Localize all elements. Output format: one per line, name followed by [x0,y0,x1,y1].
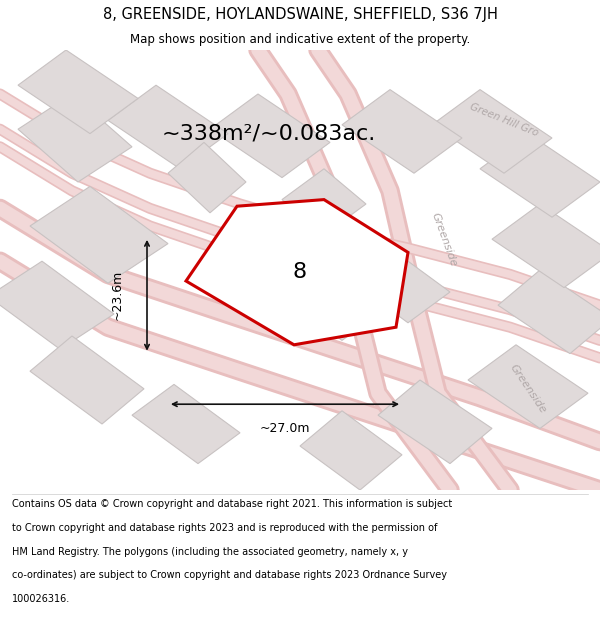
Polygon shape [360,257,450,322]
Polygon shape [480,134,600,218]
Polygon shape [378,380,492,464]
Polygon shape [168,142,246,212]
Polygon shape [186,199,408,345]
Polygon shape [492,204,600,288]
Polygon shape [282,169,366,235]
Polygon shape [342,89,462,173]
Text: ~23.6m: ~23.6m [110,270,124,321]
Text: co-ordinates) are subject to Crown copyright and database rights 2023 Ordnance S: co-ordinates) are subject to Crown copyr… [12,571,447,581]
Text: HM Land Registry. The polygons (including the associated geometry, namely x, y: HM Land Registry. The polygons (includin… [12,547,408,557]
Text: ~27.0m: ~27.0m [260,422,310,435]
Text: 100026316.: 100026316. [12,594,70,604]
Polygon shape [300,411,402,490]
Polygon shape [108,85,228,169]
Polygon shape [210,94,330,178]
Polygon shape [294,274,384,341]
Polygon shape [498,270,600,354]
Text: ~338m²/~0.083ac.: ~338m²/~0.083ac. [162,124,376,144]
Polygon shape [132,384,240,464]
Text: 8: 8 [293,262,307,282]
Text: Greenside: Greenside [430,211,458,268]
Text: Contains OS data © Crown copyright and database right 2021. This information is : Contains OS data © Crown copyright and d… [12,499,452,509]
Polygon shape [18,50,138,134]
Text: Map shows position and indicative extent of the property.: Map shows position and indicative extent… [130,32,470,46]
Polygon shape [432,89,552,173]
Text: 8, GREENSIDE, HOYLANDSWAINE, SHEFFIELD, S36 7JH: 8, GREENSIDE, HOYLANDSWAINE, SHEFFIELD, … [103,6,497,21]
Polygon shape [30,186,168,283]
Text: Greenside: Greenside [508,362,548,415]
Text: Green Hill Gro: Green Hill Gro [468,102,540,139]
Text: to Crown copyright and database rights 2023 and is reproduced with the permissio: to Crown copyright and database rights 2… [12,523,437,533]
Polygon shape [30,336,144,424]
Polygon shape [18,94,132,182]
Polygon shape [0,261,114,349]
Polygon shape [468,345,588,428]
